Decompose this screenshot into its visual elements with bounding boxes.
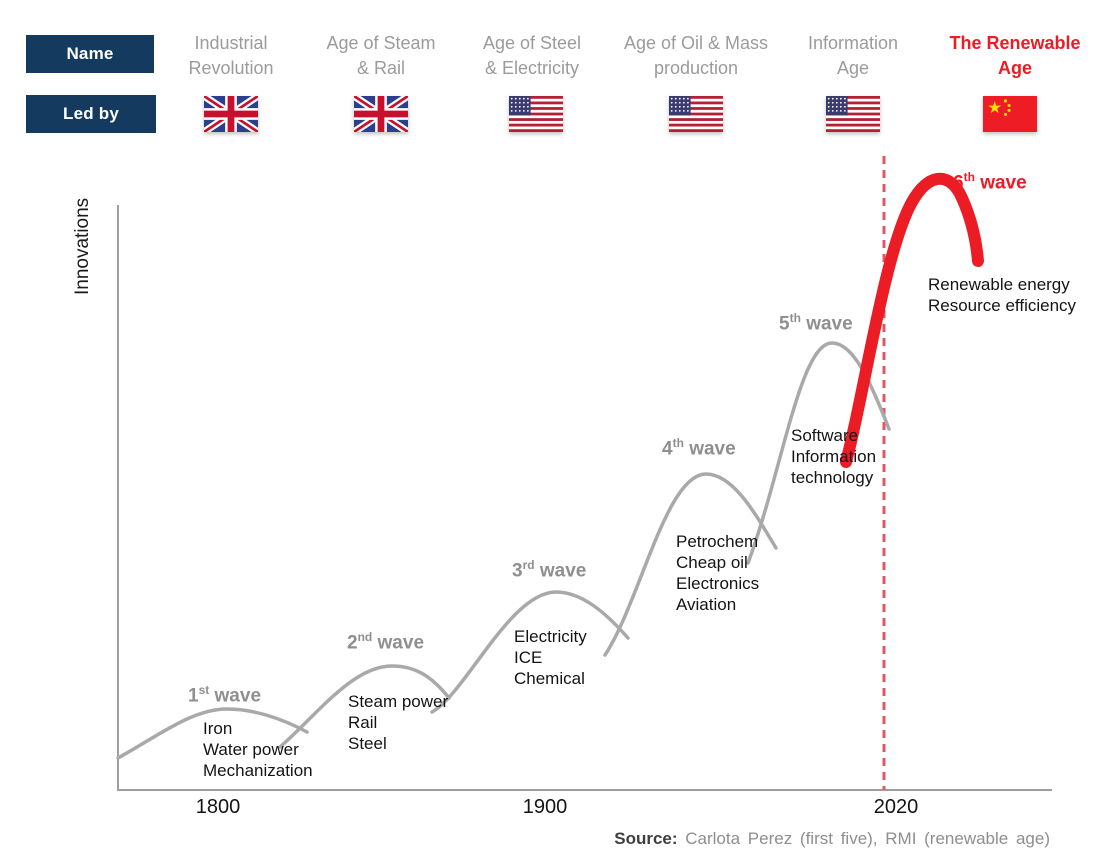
us-flag-icon xyxy=(669,96,723,132)
wave-2-curve xyxy=(278,664,451,749)
wave-4-innovations: Petrochem Cheap oil Electronics Aviation xyxy=(676,532,760,614)
source-label: Source: xyxy=(614,829,678,848)
column-title-age-of-oil-mass-production: Age of Oil & Mass production xyxy=(623,33,769,78)
wave-6-innovations: Renewable energy Resource efficiency xyxy=(928,275,1077,315)
column-title-the-renewable-age: The Renewable Age xyxy=(949,33,1081,78)
wave-3-innovations: Electricity ICE Chemical xyxy=(514,627,587,688)
x-tick-1800: 1800 xyxy=(195,796,241,818)
wave-2-label: 2nd wave xyxy=(347,630,425,654)
wave-3-label: 3rd wave xyxy=(512,558,587,582)
wave-3-curve xyxy=(430,590,630,714)
wave-6-curve xyxy=(840,172,984,468)
china-flag-icon xyxy=(983,96,1037,132)
wave-4-label: 4th wave xyxy=(662,436,736,460)
wave-5-label: 5th wave xyxy=(779,311,853,335)
column-title-age-of-steam-rail: Age of Steam & Rail xyxy=(326,33,436,78)
source-text: Carlota Perez (first five), RMI (renewab… xyxy=(685,829,1050,848)
wave-5-innovations: Software Information technology xyxy=(791,426,877,487)
wave-1-innovations: Iron Water power Mechanization xyxy=(203,719,313,780)
wave-1-curve xyxy=(116,707,309,760)
column-title-information-age: Information Age xyxy=(807,33,899,78)
x-tick-2020: 2020 xyxy=(873,796,919,818)
uk-flag-icon xyxy=(354,96,408,132)
wave-4-curve xyxy=(603,472,778,657)
wave-6-label: 6th wave xyxy=(953,170,1027,194)
column-title-age-of-steel-electricity: Age of Steel & Electricity xyxy=(482,33,582,78)
axes xyxy=(117,205,1052,791)
us-flag-icon xyxy=(826,96,880,132)
source-line: Source: Carlota Perez (first five), RMI … xyxy=(614,829,1050,849)
wave-1-label: 1st wave xyxy=(188,683,262,707)
led-by-row-label: Led by xyxy=(26,95,156,133)
y-axis-label: Innovations xyxy=(72,197,93,295)
x-tick-1900: 1900 xyxy=(522,796,568,818)
uk-flag-icon xyxy=(204,96,258,132)
name-row-label: Name xyxy=(26,35,154,73)
column-title-industrial-revolution: Industrial Revolution xyxy=(188,33,274,78)
wave-2-innovations: Steam power Rail Steel xyxy=(348,692,449,753)
us-flag-icon xyxy=(509,96,563,132)
